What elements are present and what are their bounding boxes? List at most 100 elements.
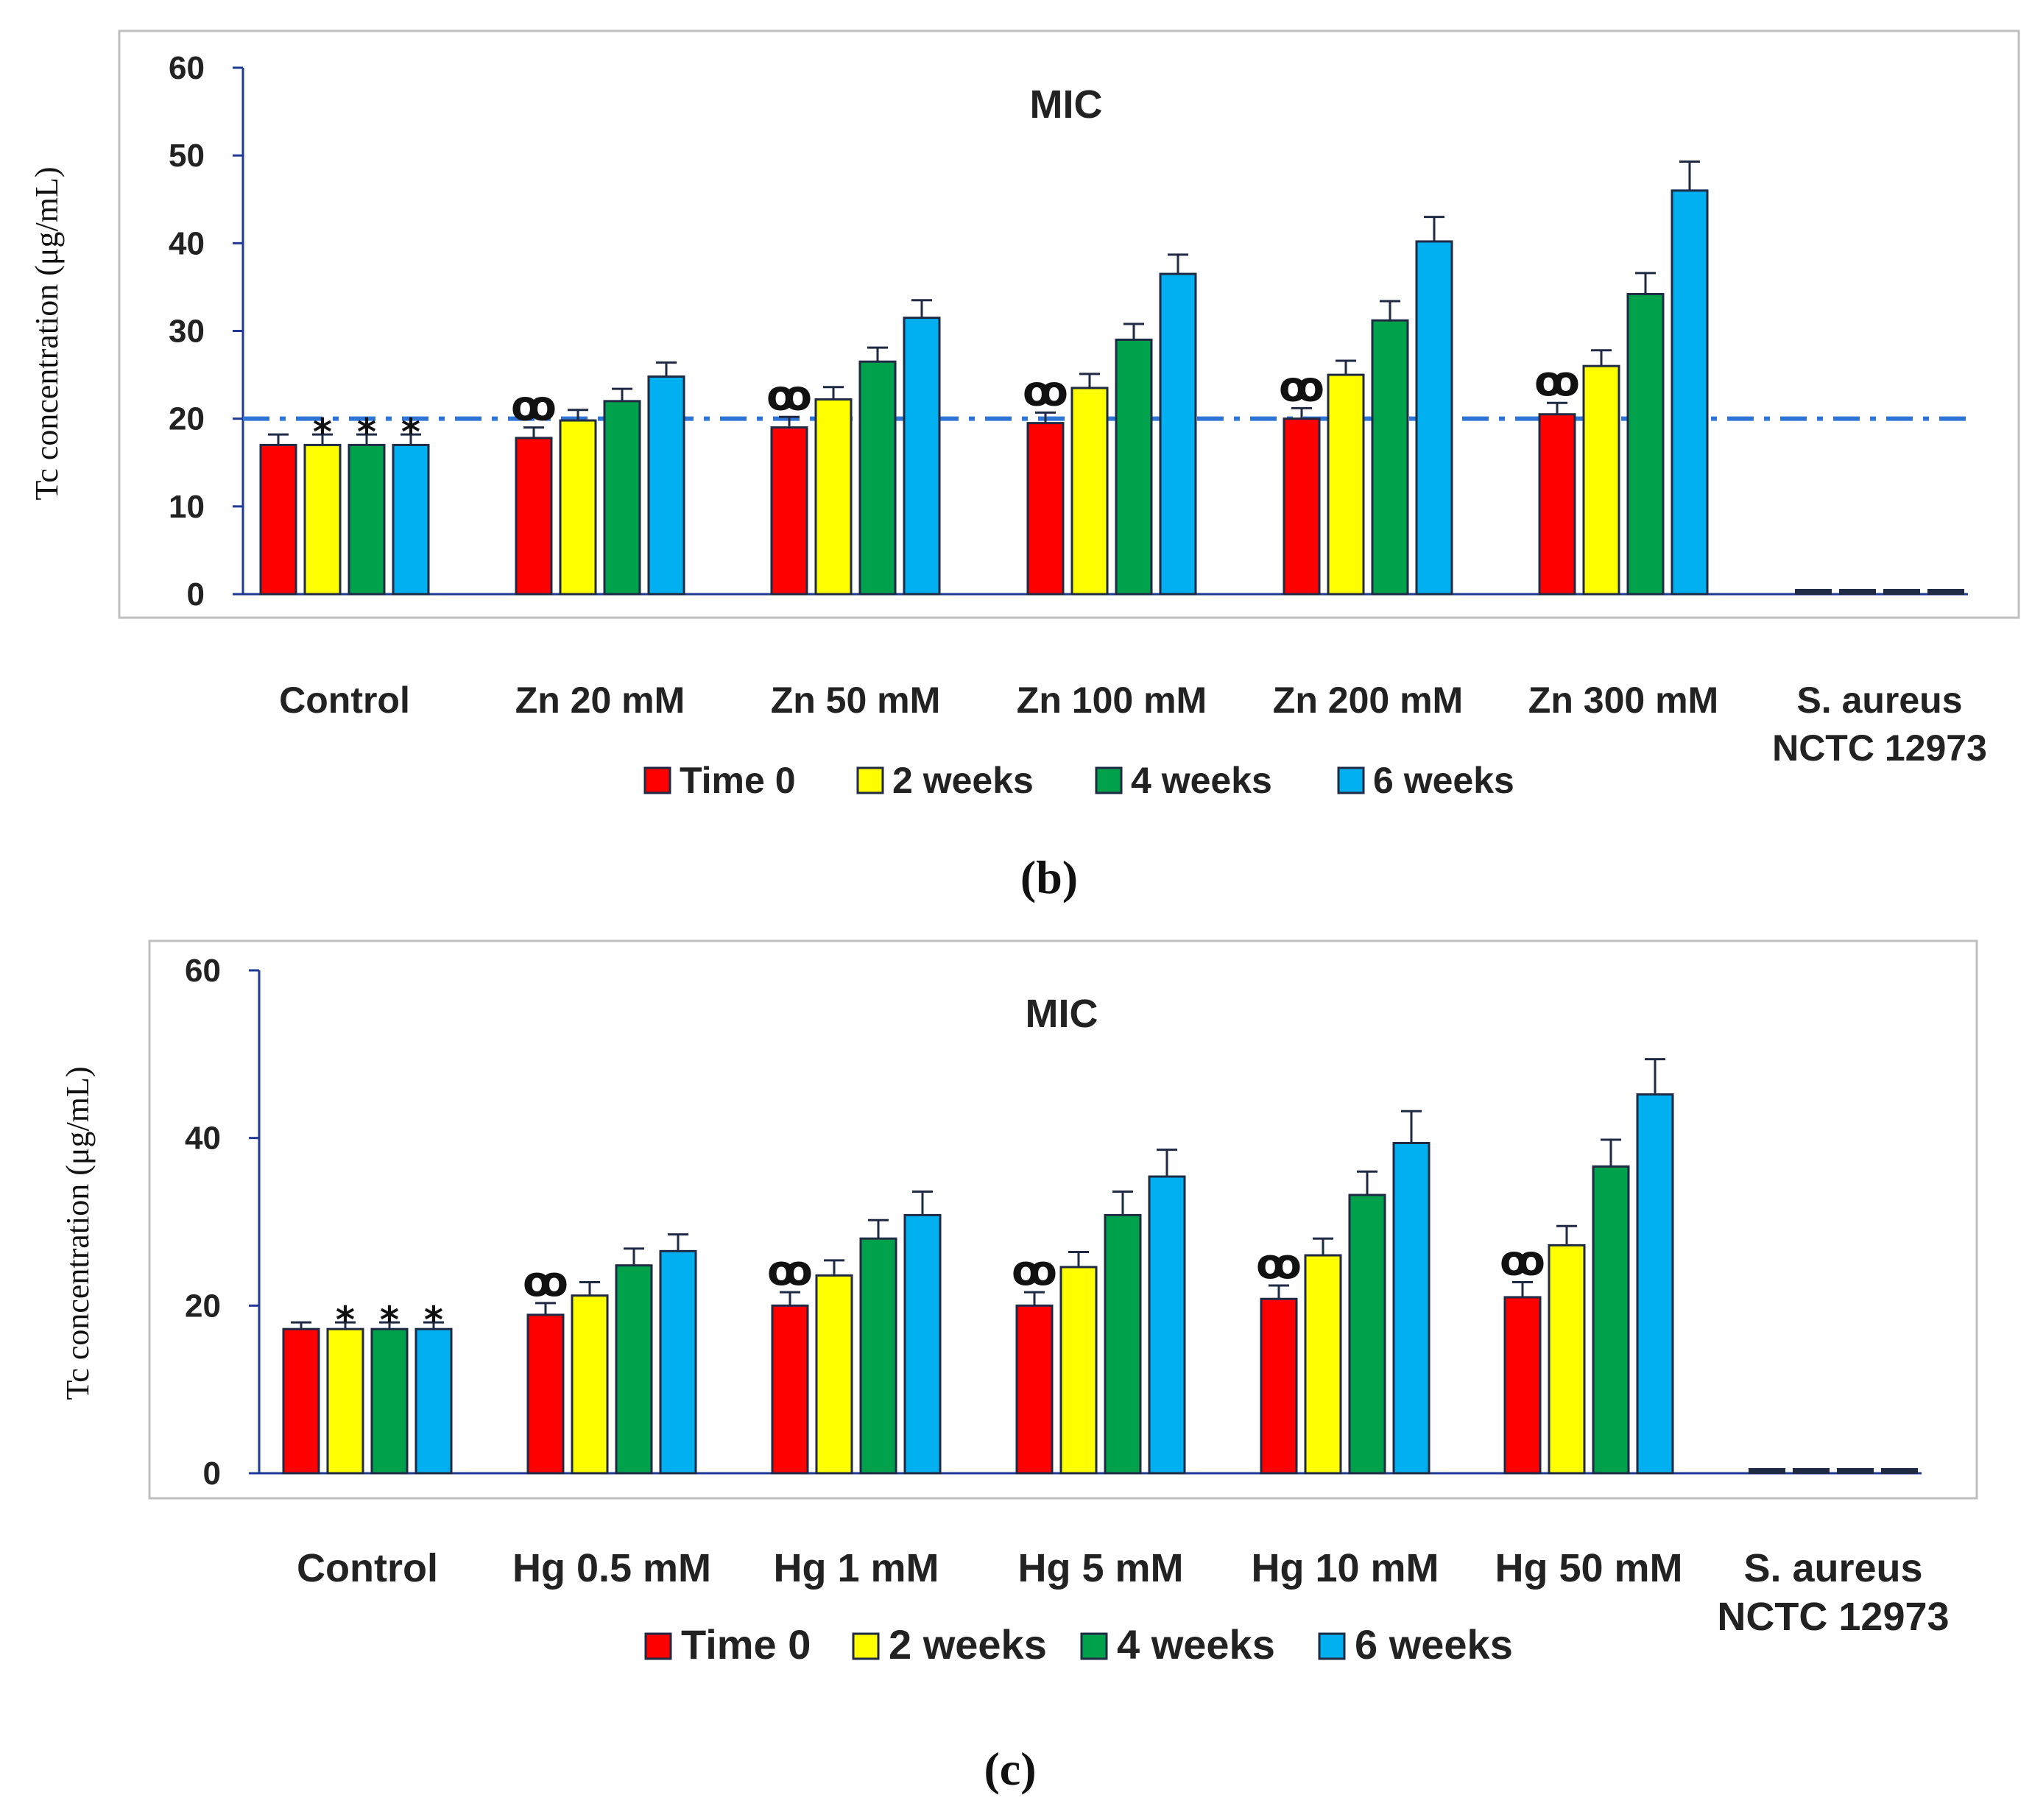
b-legend-label: 6 weeks bbox=[1373, 760, 1514, 801]
c-bar-2-3 bbox=[903, 1213, 942, 1475]
c-category-label: Control bbox=[297, 1546, 438, 1590]
panel-c-legend: Time 0 2 weeks 4 weeks 6 weeks bbox=[644, 1621, 1513, 1668]
c-bar-2-1 bbox=[815, 1274, 853, 1475]
panel-c-frame bbox=[148, 939, 1978, 1500]
panel-b-legend: Time 0 2 weeks 4 weeks 6 weeks bbox=[643, 760, 1514, 801]
c-annotation-infinity: ꝏ bbox=[523, 1258, 568, 1306]
c-legend-swatch bbox=[1318, 1632, 1346, 1660]
c-category-label: Hg 10 mM bbox=[1251, 1546, 1439, 1590]
c-bar-0-1 bbox=[326, 1327, 364, 1475]
b-bar-5-1 bbox=[1582, 364, 1620, 596]
b-bar-3-2 bbox=[1115, 338, 1153, 596]
panel-b-frame bbox=[118, 29, 2020, 619]
b-bar-4-1 bbox=[1327, 373, 1365, 596]
b-bar-0-0 bbox=[259, 443, 297, 596]
c-annotation-asterisk: * bbox=[424, 1299, 443, 1341]
c-category-label: Hg 1 mM bbox=[773, 1546, 939, 1590]
c-annotation-infinity: ꝏ bbox=[1012, 1247, 1057, 1295]
c-annotation-infinity: ꝏ bbox=[767, 1247, 813, 1295]
b-bar-1-2 bbox=[603, 400, 641, 596]
c-bar-5-0 bbox=[1503, 1296, 1542, 1475]
b-legend-swatch bbox=[643, 766, 671, 794]
b-legend-swatch bbox=[856, 766, 884, 794]
c-bar-2-2 bbox=[859, 1237, 897, 1475]
panel-c-error-bars bbox=[291, 1058, 1665, 1330]
b-annotation-infinity: ꝏ bbox=[1279, 363, 1324, 411]
c-legend-label: 4 weeks bbox=[1117, 1621, 1275, 1668]
c-bar-1-2 bbox=[615, 1264, 653, 1475]
c-bar-4-0 bbox=[1260, 1297, 1298, 1475]
b-y-tick-label: 10 bbox=[169, 489, 205, 525]
panel-c-y-ticks: 0 20 40 60 bbox=[185, 953, 259, 1492]
b-bar-2-2 bbox=[858, 360, 897, 596]
b-y-tick-label: 0 bbox=[187, 576, 205, 613]
c-annotation-infinity: ꝏ bbox=[1256, 1241, 1302, 1288]
b-bar-0-1 bbox=[303, 443, 342, 596]
c-bar-3-2 bbox=[1104, 1213, 1142, 1475]
b-legend-label: 4 weeks bbox=[1131, 760, 1272, 801]
panel-b-error-bars bbox=[268, 161, 1700, 445]
panel-c-annotations: * * * ꝏ ꝏ ꝏ ꝏ ꝏ bbox=[336, 1237, 1545, 1341]
b-bar-3-3 bbox=[1159, 272, 1197, 596]
b-bar-6-2 bbox=[1883, 589, 1920, 595]
b-bar-5-3 bbox=[1671, 189, 1709, 596]
c-y-tick-label: 60 bbox=[185, 953, 221, 989]
c-y-tick-label: 40 bbox=[185, 1121, 221, 1157]
c-legend-label: 6 weeks bbox=[1355, 1621, 1513, 1668]
b-legend-swatch bbox=[1337, 766, 1365, 794]
c-category-label: Hg 50 mM bbox=[1495, 1546, 1682, 1590]
c-bar-2-0 bbox=[771, 1304, 809, 1475]
c-bar-1-0 bbox=[526, 1313, 565, 1475]
b-legend-swatch bbox=[1095, 766, 1123, 794]
c-bar-1-3 bbox=[659, 1249, 697, 1475]
b-bar-3-1 bbox=[1070, 387, 1109, 596]
b-bar-3-0 bbox=[1026, 422, 1065, 596]
c-bar-3-1 bbox=[1059, 1266, 1098, 1475]
panel-b-annotations: * * * ꝏ ꝏ ꝏ ꝏ ꝏ bbox=[313, 358, 1580, 454]
b-bar-1-3 bbox=[647, 375, 685, 596]
b-y-tick-label: 20 bbox=[169, 401, 205, 437]
b-bar-4-3 bbox=[1415, 240, 1453, 596]
b-annotation-infinity: ꝏ bbox=[1534, 358, 1580, 406]
c-bar-4-1 bbox=[1304, 1254, 1342, 1475]
b-category-label: Zn 100 mM bbox=[1017, 680, 1207, 721]
panel-c-categories: Control Hg 0.5 mM Hg 1 mM Hg 5 mM Hg 10 mM Hg… bbox=[297, 1546, 1950, 1639]
c-legend-swatch bbox=[1080, 1632, 1108, 1660]
c-y-tick-label: 0 bbox=[203, 1456, 221, 1492]
panel-b-bars bbox=[259, 189, 1964, 596]
c-bar-4-3 bbox=[1392, 1141, 1430, 1475]
b-bar-5-0 bbox=[1538, 413, 1576, 596]
panel-b-categories: Control Zn 20 mM Zn 50 mM Zn 100 mM Zn 200 m… bbox=[279, 680, 1987, 769]
b-bar-2-3 bbox=[903, 317, 941, 596]
panel-b-ylabel: Tc concentration (μg/mL) bbox=[29, 167, 65, 501]
c-category-label: Hg 5 mM bbox=[1017, 1546, 1183, 1590]
c-legend-label: Time 0 bbox=[681, 1621, 811, 1668]
c-bar-3-3 bbox=[1148, 1175, 1186, 1475]
c-legend-swatch bbox=[852, 1632, 880, 1660]
b-annotation-asterisk: * bbox=[401, 411, 420, 454]
c-bar-5-3 bbox=[1636, 1093, 1674, 1475]
c-bar-0-2 bbox=[370, 1327, 409, 1475]
panel-b-caption: (b) bbox=[1020, 851, 1078, 903]
c-annotation-asterisk: * bbox=[380, 1299, 399, 1341]
b-annotation-infinity: ꝏ bbox=[766, 372, 812, 420]
b-bar-5-2 bbox=[1626, 292, 1665, 596]
c-legend-swatch bbox=[644, 1632, 672, 1660]
c-bar-0-3 bbox=[414, 1327, 453, 1475]
b-category-label: Zn 200 mM bbox=[1273, 680, 1463, 721]
b-legend-label: Time 0 bbox=[680, 760, 796, 801]
b-y-tick-label: 60 bbox=[169, 50, 205, 86]
b-bar-6-3 bbox=[1927, 589, 1964, 595]
b-category-label: Zn 50 mM bbox=[771, 680, 941, 721]
c-legend-label: 2 weeks bbox=[889, 1621, 1047, 1668]
c-bar-5-2 bbox=[1592, 1165, 1630, 1475]
c-bar-6-0 bbox=[1749, 1468, 1785, 1474]
c-category-label-line2: NCTC 12973 bbox=[1717, 1595, 1949, 1639]
c-bar-6-3 bbox=[1881, 1468, 1918, 1474]
b-bar-4-2 bbox=[1371, 319, 1409, 596]
b-bar-0-3 bbox=[392, 443, 430, 596]
c-annotation-infinity: ꝏ bbox=[1500, 1237, 1545, 1285]
c-annotation-asterisk: * bbox=[336, 1299, 355, 1341]
panel-b-title: MIC bbox=[1030, 82, 1103, 127]
